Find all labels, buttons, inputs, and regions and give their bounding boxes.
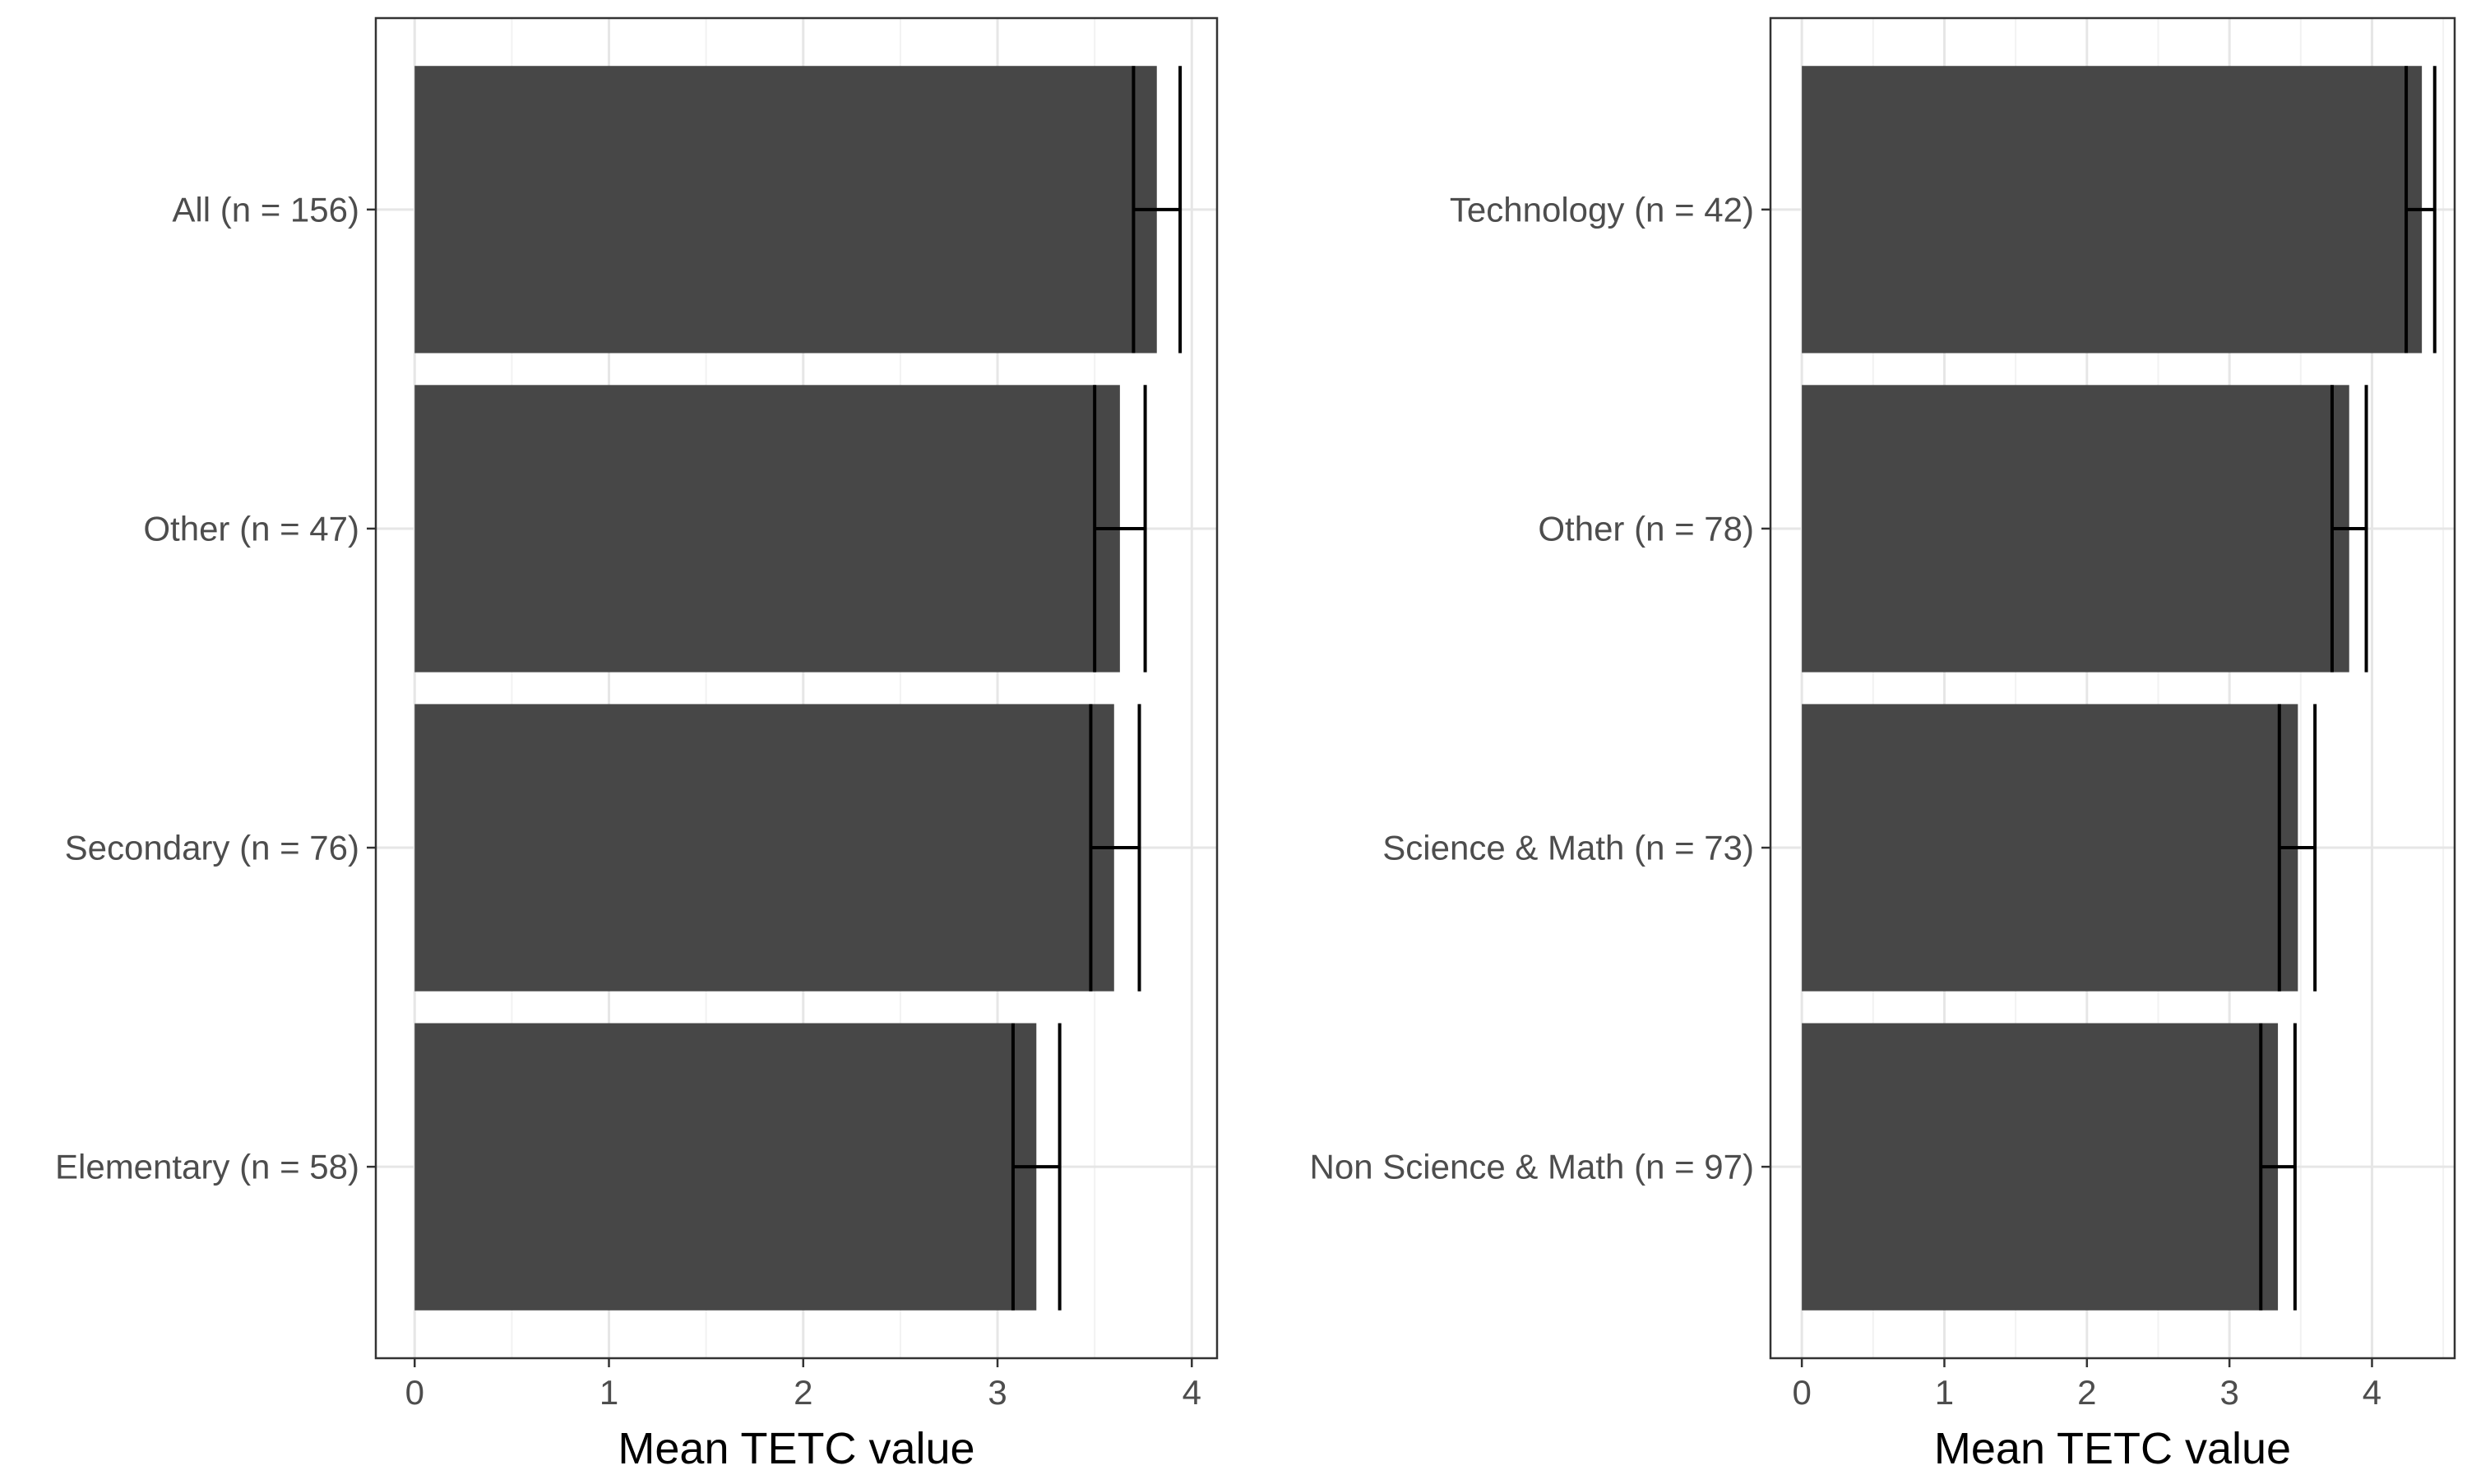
panel-1-bar [414, 66, 1157, 354]
panel-2-category-label: Science & Math (n = 73) [1382, 829, 1754, 867]
panel-2-x-tick-label: 4 [2363, 1373, 2381, 1412]
panel-2-x-tick-label: 2 [2077, 1373, 2096, 1412]
panel-2-bar [1802, 1023, 2279, 1311]
panel-2-bar [1802, 66, 2423, 354]
panel-2-x-axis-label: Mean TETC value [1934, 1424, 2291, 1473]
panel-1-x-tick-label: 4 [1183, 1373, 1201, 1412]
panel-1-category-label: Other (n = 47) [143, 509, 359, 548]
panel-1-category-label: Elementary (n = 58) [55, 1148, 359, 1186]
panel-2-category-label: Other (n = 78) [1538, 509, 1754, 548]
panel-1-x-axis-label: Mean TETC value [618, 1424, 974, 1473]
panel-2-x-tick-label: 0 [1792, 1373, 1811, 1412]
panel-1-x-tick-label: 3 [988, 1373, 1007, 1412]
panel-1-x-tick-label: 2 [794, 1373, 812, 1412]
panel-1-bar [414, 1023, 1037, 1311]
panel-2-category-label: Non Science & Math (n = 97) [1310, 1148, 1754, 1186]
panel-2-bar [1802, 704, 2298, 992]
panel-1-bar [414, 704, 1114, 992]
panel-1-category-label: Secondary (n = 76) [65, 829, 359, 867]
panel-2-bar [1802, 385, 2349, 673]
panel-1-panel-border [374, 16, 1219, 1360]
panel-1-x-tick-label: 0 [405, 1373, 424, 1412]
panel-1-x-tick-label: 1 [599, 1373, 618, 1412]
panel-1-bar [414, 385, 1120, 673]
panel-2-category-label: Technology (n = 42) [1450, 190, 1754, 229]
panel-1-category-label: All (n = 156) [172, 190, 359, 229]
panel-2-x-tick-label: 3 [2219, 1373, 2238, 1412]
panel-2-panel-border [1769, 16, 2456, 1360]
panel-2-x-tick-label: 1 [1935, 1373, 1954, 1412]
